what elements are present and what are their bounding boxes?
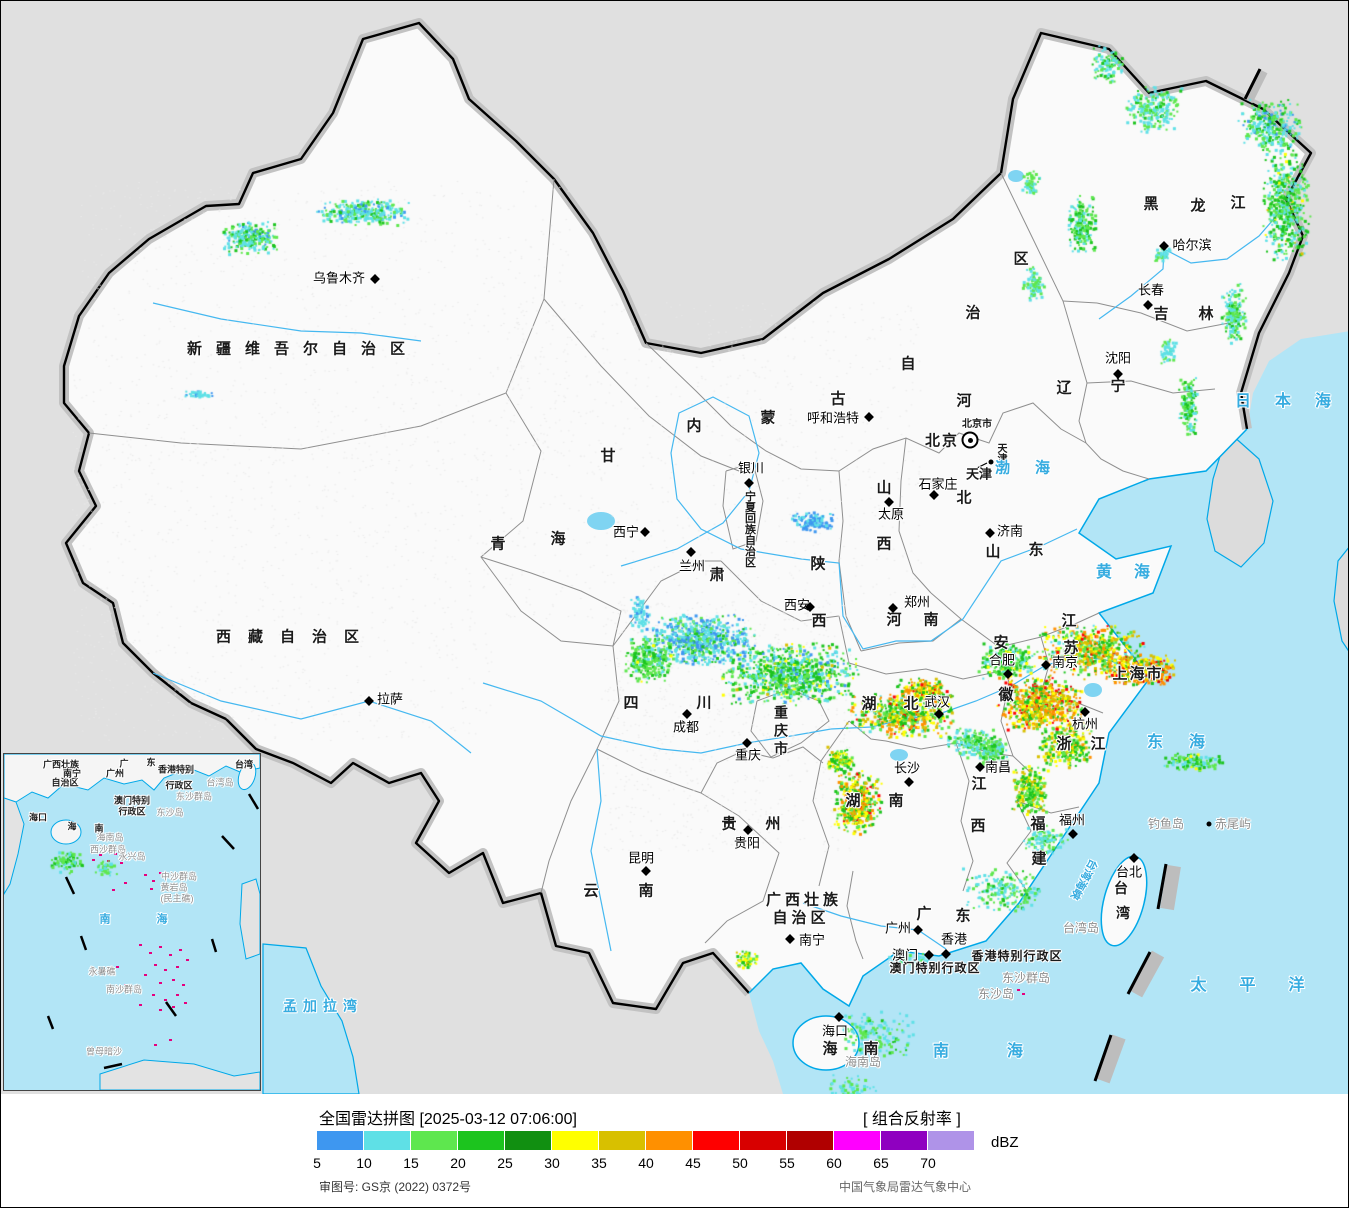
hainan-island — [792, 1015, 860, 1071]
inset-label: 行政区 — [165, 780, 193, 791]
legend-title: 全国雷达拼图 [2025-03-12 07:06:00] — [319, 1111, 577, 1128]
inset-label: 广 — [119, 758, 129, 769]
inset-label: 台湾 — [234, 759, 254, 770]
inset-label: 海口 — [28, 812, 48, 823]
colorbar-tick: 25 — [497, 1155, 513, 1171]
inset-label: 海 — [67, 821, 77, 832]
inset-label: 永暑礁 — [88, 966, 116, 977]
colorbar-segment — [317, 1131, 363, 1150]
colorbar-segment — [411, 1131, 457, 1150]
inset-label: 黄岩岛 — [160, 882, 188, 893]
colorbar-segment — [552, 1131, 598, 1150]
inset-label: 中沙群岛 — [160, 871, 198, 882]
inset-label: 行政区 — [118, 806, 146, 817]
bay-of-bengal — [262, 943, 360, 1094]
colorbar-segment — [458, 1131, 504, 1150]
colorbar-tick: 35 — [591, 1155, 607, 1171]
colorbar-segment — [740, 1131, 786, 1150]
colorbar-segment — [834, 1131, 880, 1150]
data-source-credit: 中国气象局雷达气象中心 — [839, 1180, 972, 1194]
colorbar-tick: 65 — [873, 1155, 889, 1171]
colorbar-segment — [646, 1131, 692, 1150]
colorbar-segment — [599, 1131, 645, 1150]
colorbar-segment — [505, 1131, 551, 1150]
colorbar-tick: 45 — [685, 1155, 701, 1171]
colorbar-tick: 60 — [826, 1155, 842, 1171]
legend-product-label: [ 组合反射率 ] — [863, 1111, 961, 1128]
colorbar-segment — [881, 1131, 927, 1150]
colorbar-tick: 70 — [920, 1155, 936, 1171]
dbz-unit-label: dBZ — [991, 1134, 1019, 1151]
colorbar-segment — [787, 1131, 833, 1150]
legend-panel: 全国雷达拼图 [2025-03-12 07:06:00] [ 组合反射率 ] d… — [1, 1094, 1348, 1207]
colorbar-tick: 50 — [732, 1155, 748, 1171]
inset-label: 澳门特别 — [113, 795, 151, 806]
colorbar-tick: 5 — [313, 1155, 321, 1171]
colorbar-segment — [364, 1131, 410, 1150]
colorbar-segment — [928, 1131, 974, 1150]
south-china-sea-inset: 广西壮族 自治区 南宁广东广州 香港特别 行政区 澳门特别 行政区 台湾 台湾岛 东沙群岛 东沙岛海… — [3, 753, 261, 1091]
inset-borneo — [99, 1059, 260, 1090]
inset-label: 东沙群岛 — [175, 791, 213, 802]
colorbar-tick: 55 — [779, 1155, 795, 1171]
colorbar-tick: 10 — [356, 1155, 372, 1171]
inset-label: 南沙群岛 — [105, 984, 143, 995]
inset-label: 永兴岛 — [118, 851, 146, 862]
inset-label: 台湾岛 — [206, 777, 234, 788]
colorbar-tick: 40 — [638, 1155, 654, 1171]
colorbar-tick: 20 — [450, 1155, 466, 1171]
dbz-colorbar — [317, 1131, 974, 1150]
colorbar-segment — [693, 1131, 739, 1150]
inset-label: (民主礁) — [160, 893, 194, 904]
inset-label: 南 — [99, 913, 111, 926]
china-radar-map: 广西壮族 自治区 南宁广东广州 香港特别 行政区 澳门特别 行政区 台湾 台湾岛 东沙群岛 东沙岛海… — [1, 1, 1348, 1094]
inset-philippines — [239, 878, 260, 960]
inset-label: 海南岛 — [96, 832, 124, 843]
inset-label: 香港特别 — [157, 764, 195, 775]
inset-vietnam — [4, 797, 25, 895]
map-approval-number: 审图号: GS京 (2022) 0372号 — [319, 1180, 472, 1194]
inset-label: 广州 — [105, 768, 125, 779]
inset-label: 南宁 — [62, 768, 82, 779]
inset-label: 东沙岛 — [156, 807, 184, 818]
inset-label: 东 — [146, 757, 156, 768]
inset-label: 自治区 — [51, 777, 79, 788]
colorbar-tick: 30 — [544, 1155, 560, 1171]
inset-label: 海 — [156, 913, 168, 926]
inset-label: 曾母暗沙 — [85, 1046, 123, 1057]
colorbar-tick: 15 — [403, 1155, 419, 1171]
